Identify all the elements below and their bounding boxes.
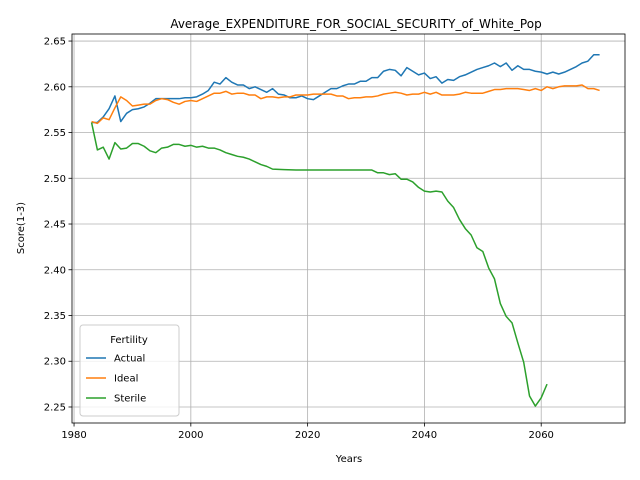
legend-title: Fertility [110, 335, 148, 346]
legend-box [79, 324, 180, 417]
axis-ticks: 1980 2000 2020 2040 2060 2.25 2.30 2.35 2.40 2.45… [44, 37, 554, 441]
legend-label-sterile: Sterile [114, 394, 146, 405]
y-tick-label: 2.50 [44, 174, 66, 185]
x-tick-label: 2000 [178, 430, 203, 441]
series-lines [90, 54, 600, 407]
x-tick-label: 2020 [295, 430, 320, 441]
y-axis-label: Score(1-3) [16, 202, 27, 254]
series-line-sterile [90, 122, 548, 407]
y-tick-label: 2.30 [44, 357, 66, 368]
x-tick-label: 2040 [412, 430, 437, 441]
y-tick-label: 2.25 [44, 402, 66, 413]
series-line-actual [91, 54, 600, 124]
legend-entries: Actual Ideal Sterile [86, 354, 146, 405]
x-tick-label: 1980 [61, 430, 86, 441]
legend-label-ideal: Ideal [114, 374, 138, 385]
series-line-ideal [91, 84, 600, 125]
legend-label-actual: Actual [114, 354, 145, 365]
y-tick-label: 2.40 [44, 265, 66, 276]
y-tick-label: 2.35 [44, 311, 66, 322]
x-tick-label: 2060 [528, 430, 553, 441]
y-tick-label: 2.55 [44, 128, 66, 139]
plot-frame [71, 33, 626, 424]
y-tick-label: 2.65 [44, 37, 66, 48]
chart-title: Average_EXPENDITURE_FOR_SOCIAL_SECURITY_… [170, 17, 541, 31]
y-tick-label: 2.45 [44, 220, 66, 231]
x-axis-label: Years [335, 454, 362, 465]
y-tick-label: 2.60 [44, 82, 66, 93]
legend: Fertility Actual Ideal Sterile [79, 324, 180, 417]
